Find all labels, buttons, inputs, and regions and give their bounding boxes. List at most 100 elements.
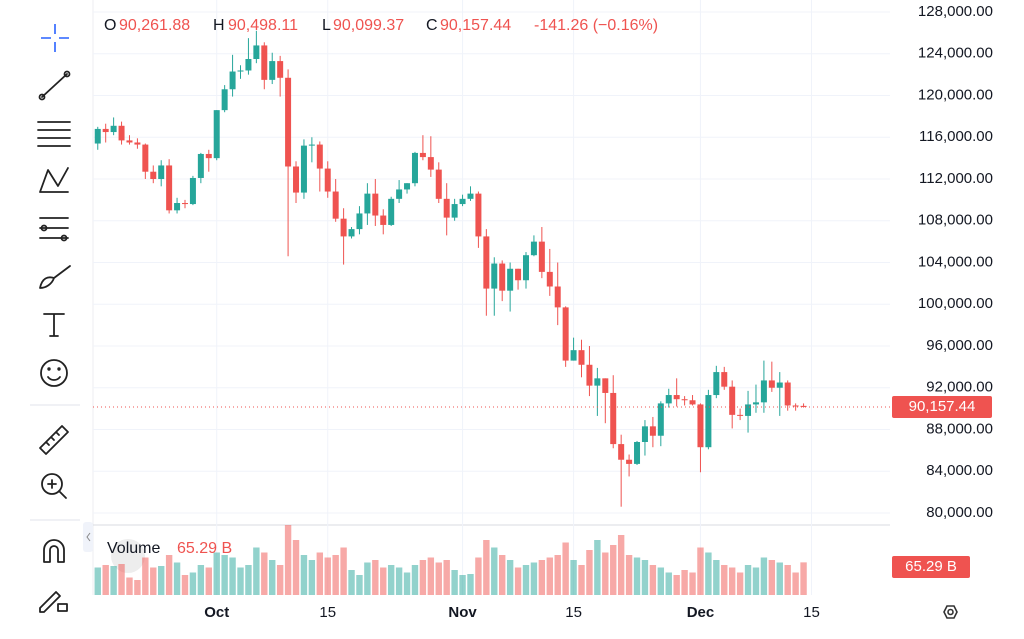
volume-bar [649, 565, 657, 595]
candle-body [784, 382, 791, 406]
candle-body [499, 263, 506, 291]
volume-bar [102, 565, 109, 595]
x-tick-label: Nov [448, 604, 477, 621]
candle-body [324, 168, 331, 192]
candle-body [538, 241, 545, 272]
volume-bar [721, 565, 728, 595]
trendline-tool[interactable] [38, 70, 71, 101]
candle-body [197, 153, 204, 178]
volume-bar [617, 535, 625, 595]
forecast-tool[interactable] [39, 217, 69, 242]
candle-body [332, 191, 339, 219]
x-tick-label: 15 [319, 604, 336, 621]
volume-bar [356, 575, 363, 595]
candle-body [752, 402, 759, 405]
candle-body [300, 145, 307, 193]
legend-change: -141.26 (−0.16%) [534, 17, 658, 34]
candle-body [491, 263, 498, 289]
pattern-tool[interactable] [39, 167, 69, 193]
candle-body [285, 77, 292, 167]
volume-bar [229, 557, 236, 595]
candle-body [721, 372, 728, 387]
volume-bar [784, 565, 791, 595]
legend-key: H [213, 17, 225, 34]
candle-body [435, 169, 442, 199]
settings-button[interactable] [943, 605, 958, 619]
candle-body [94, 128, 101, 144]
volume-bar [292, 540, 300, 595]
volume-bar [570, 560, 577, 595]
candle-body [118, 125, 125, 141]
y-tick-label: 80,000.00 [926, 504, 993, 521]
volume-bar [610, 545, 617, 595]
volume-bar [221, 555, 228, 595]
candle-body [277, 61, 284, 78]
volume-axis-label: 65.29 B [905, 558, 957, 575]
legend-key: L [322, 17, 331, 34]
candle-body [713, 372, 720, 396]
volume-bar [578, 565, 585, 595]
x-tick-label: Oct [204, 604, 229, 621]
candle-body [126, 140, 133, 143]
volume-bar [213, 552, 220, 595]
candle-body [459, 198, 466, 205]
volume-bar [332, 555, 339, 595]
candle-body [515, 268, 522, 281]
volume-bar [586, 550, 593, 595]
candle-body [411, 152, 418, 184]
volume-bar [419, 560, 427, 595]
emoji-tool[interactable] [40, 359, 68, 387]
fib-tool[interactable] [37, 121, 71, 147]
volume-bar [308, 560, 316, 595]
volume-bar [491, 547, 498, 595]
candle-body [134, 142, 141, 145]
candle-body [800, 405, 807, 407]
candle-body [205, 153, 212, 159]
magnet-tool[interactable] [43, 539, 65, 563]
candle-body [792, 405, 799, 407]
candle-body [181, 203, 188, 205]
text-tool[interactable] [43, 313, 65, 337]
volume-bar [126, 577, 133, 595]
volume-bar [665, 572, 672, 595]
candle-body [530, 241, 537, 256]
volume-bar [94, 567, 101, 595]
candle-body [269, 61, 276, 80]
y-tick-label: 116,000.00 [919, 128, 993, 145]
volume-value: 65.29 B [177, 540, 232, 557]
volume-bar [641, 560, 649, 595]
candle-body [451, 204, 458, 218]
candle-body [475, 193, 482, 237]
candle-body [745, 404, 752, 416]
volume-bar [681, 570, 688, 595]
ruler-tool[interactable] [39, 425, 69, 455]
volume-bar [340, 547, 347, 595]
candle-body [253, 45, 260, 59]
candle-body [554, 286, 561, 308]
y-tick-label: 112,000.00 [919, 170, 993, 187]
candle-body [483, 236, 490, 289]
candle-body [419, 152, 426, 158]
candle-body [364, 193, 371, 214]
candle-body [308, 144, 315, 146]
candle-body [689, 400, 696, 405]
crosshair-tool[interactable] [41, 24, 69, 52]
candle-body [570, 350, 577, 361]
y-tick-label: 120,000.00 [918, 86, 993, 103]
collapse-button[interactable] [83, 522, 93, 552]
brush-tool[interactable] [39, 265, 71, 289]
x-tick-label: 15 [803, 604, 820, 621]
legend-value: 90,261.88 [119, 17, 190, 34]
legend-key: O [104, 17, 116, 34]
y-tick-label: 128,000.00 [918, 3, 993, 20]
candle-body [174, 203, 181, 211]
lock-draw-tool[interactable] [39, 591, 68, 613]
volume-bar [705, 552, 712, 595]
zoom-tool[interactable] [41, 473, 67, 499]
volume-bar [173, 562, 181, 595]
candle-body [649, 426, 656, 436]
candle-body [427, 157, 434, 170]
volume-bar [435, 562, 442, 595]
volume-bar [380, 567, 387, 595]
